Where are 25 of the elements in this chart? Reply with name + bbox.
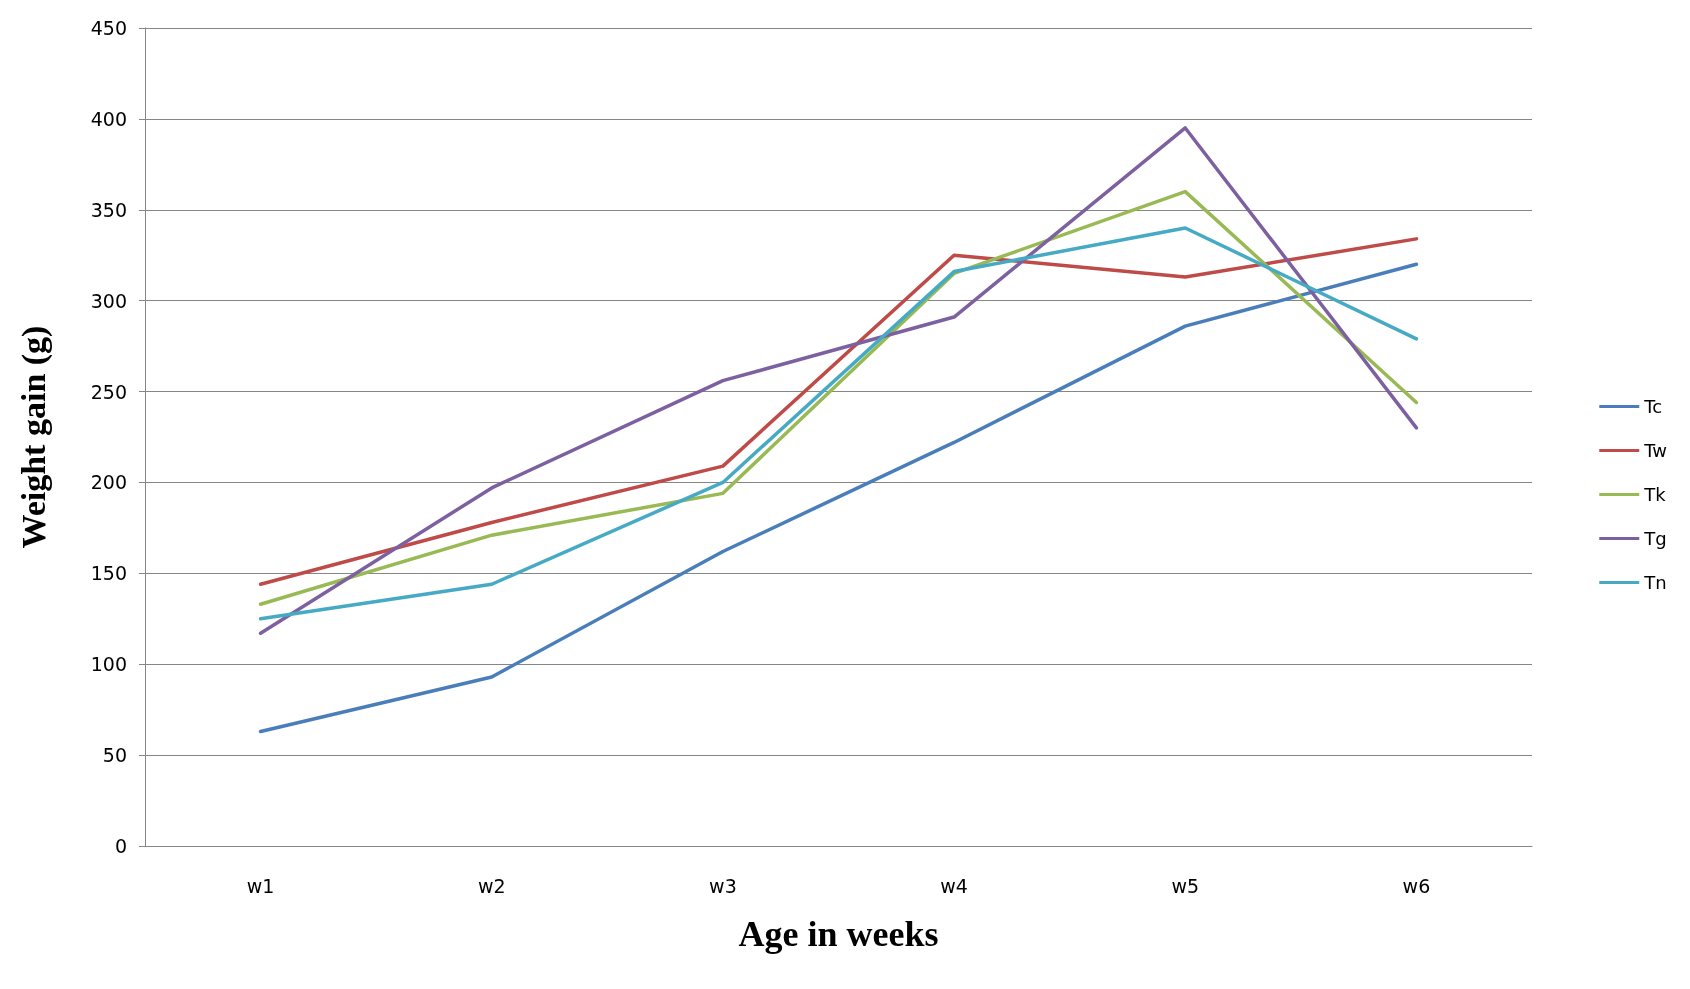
y-tick-label: 300 [90,289,127,312]
y-tick-label: 50 [102,744,127,767]
legend-label: Tg [1643,528,1667,549]
y-axis-title: Weight gain (g) [14,325,53,549]
x-tick-label: w3 [709,874,737,897]
y-tick-label: 150 [90,562,127,585]
y-tick-label: 250 [90,380,127,403]
x-tick-label: w2 [477,874,506,897]
x-tick-label: w6 [1402,874,1431,897]
x-tick-label: w5 [1171,874,1200,897]
x-axis-title: Age in weeks [738,914,939,954]
legend-label: Tk [1643,484,1667,505]
y-tick-label: 0 [114,835,127,857]
y-tick-label: 350 [90,198,127,221]
y-tick-label: 100 [90,653,127,676]
y-tick-label: 200 [90,471,127,494]
legend-label: Tn [1643,572,1667,593]
legend-label: Tc [1643,396,1663,417]
y-tick-label: 400 [90,107,127,130]
line-series [258,262,1419,734]
legend-label: Tw [1643,440,1668,461]
x-tick-label: w1 [246,874,275,897]
x-tick-label: w4 [940,874,968,897]
line-series [258,126,1419,636]
y-tick-label: 450 [90,17,127,39]
